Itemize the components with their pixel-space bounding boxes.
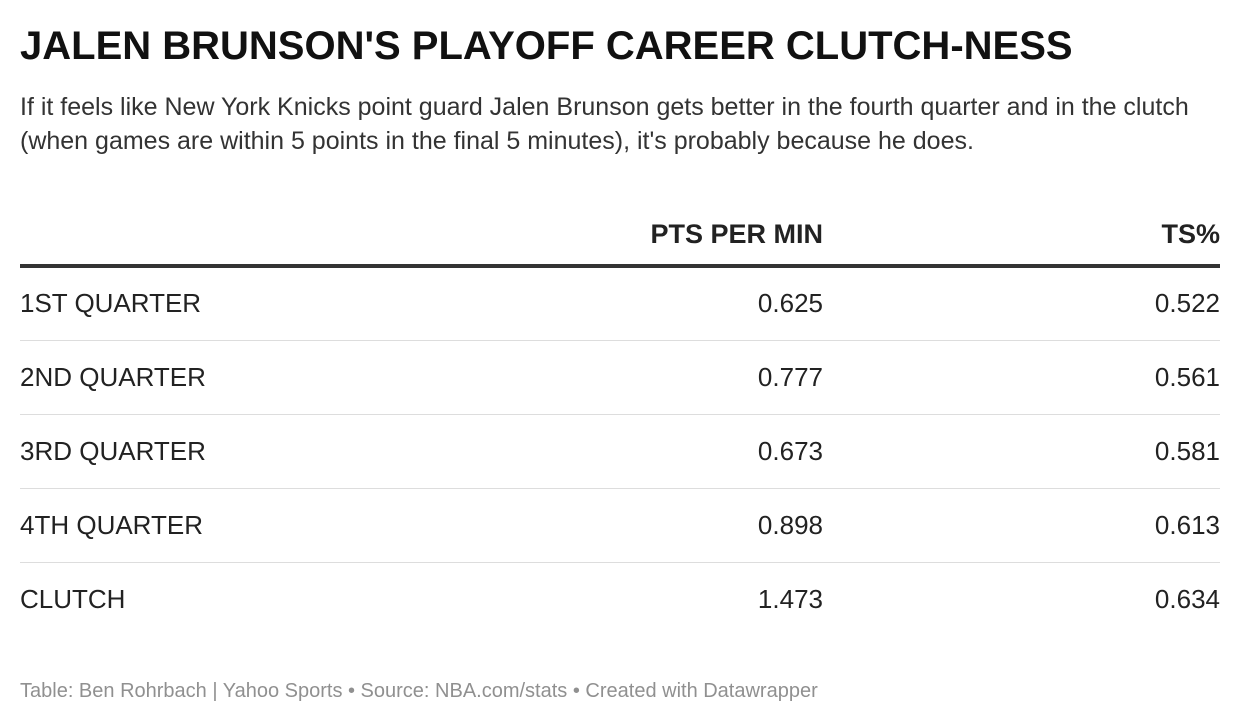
table-header-row: PTS PER MIN TS% [20,196,1220,268]
pts-per-min-cell: 1.473 [757,583,823,614]
table-row: 3RD QUARTER 0.673 0.581 [20,414,1220,489]
chart-subtitle: If it feels like New York Knicks point g… [20,93,1189,155]
ts-pct-cell: 0.634 [1154,583,1220,614]
row-label: 3RD QUARTER [20,414,420,489]
pts-per-min-cell: 0.673 [420,414,823,489]
pts-per-min-cell: 0.625 [420,266,823,341]
column-header-ts-pct: TS% [823,196,1220,268]
row-label: CLUTCH [20,583,126,614]
ts-pct-cell: 0.613 [823,488,1220,563]
row-label: 2ND QUARTER [20,340,420,415]
ts-pct-cell: 0.581 [823,414,1220,489]
chart-title: JALEN BRUNSON'S PLAYOFF CAREER CLUTCH-NE… [20,24,1073,68]
table-row: CLUTCH 1.473 0.634 [20,562,1220,636]
column-header-pts-per-min: PTS PER MIN [420,196,823,268]
ts-pct-cell: 0.522 [823,266,1220,341]
table-row: 2ND QUARTER 0.777 0.561 [20,340,1220,415]
source-credit: Table: Ben Rohrbach | Yahoo Sports • Sou… [20,680,818,702]
chart-container: JALEN BRUNSON'S PLAYOFF CAREER CLUTCH-NE… [20,0,1220,724]
column-header-label [20,196,420,268]
stats-table: PTS PER MIN TS% 1ST QUARTER 0.625 0.522 … [20,196,1220,636]
row-label: 1ST QUARTER [20,266,420,341]
row-label: 4TH QUARTER [20,488,420,563]
pts-per-min-cell: 0.898 [420,488,823,563]
pts-per-min-cell: 0.777 [420,340,823,415]
ts-pct-cell: 0.561 [823,340,1220,415]
table-row: 4TH QUARTER 0.898 0.613 [20,488,1220,563]
table-row: 1ST QUARTER 0.625 0.522 [20,266,1220,341]
